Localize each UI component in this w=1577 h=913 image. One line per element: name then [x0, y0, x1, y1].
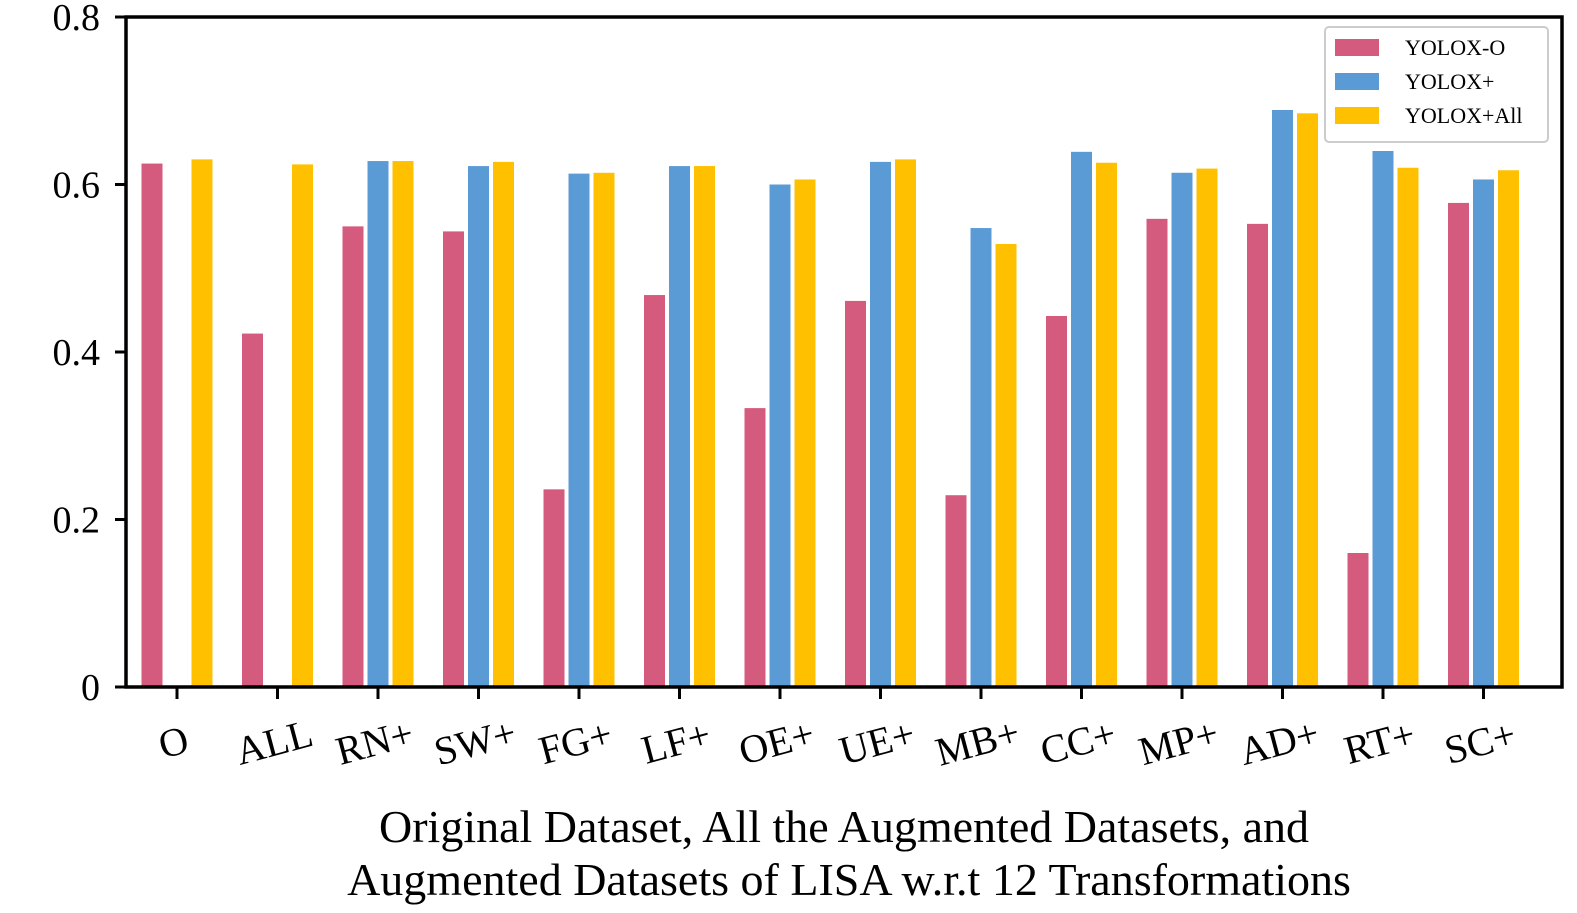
legend-label: YOLOX-O — [1405, 35, 1505, 60]
bar-yolox-all-sw — [493, 161, 514, 687]
y-tick-label: 0.2 — [53, 500, 101, 542]
x-tick-label: O — [154, 716, 194, 767]
x-tick-label: RT+ — [1339, 711, 1419, 773]
legend-swatch — [1335, 107, 1379, 124]
x-tick-label: MB+ — [931, 709, 1025, 774]
x-tick-label: LF+ — [637, 711, 716, 772]
x-tick-label: CC+ — [1036, 710, 1121, 773]
x-tick-label: ALL — [231, 710, 318, 774]
bar-yolox-all-lf — [694, 166, 715, 687]
bar-yolox-o-ue — [845, 300, 866, 687]
bar-yolox-o-oe — [744, 408, 766, 687]
bar-yolox-o-mp — [1146, 218, 1168, 687]
bar-yolox-o-lf — [644, 295, 665, 687]
x-tick-label: UE+ — [835, 710, 920, 773]
bar-yolox-all-ue — [895, 159, 916, 687]
bar-yolox-all-fg — [593, 172, 615, 687]
y-tick-label: 0.8 — [53, 0, 101, 39]
y-tick-label: 0.4 — [53, 332, 101, 374]
bar-yolox--mp — [1171, 172, 1193, 687]
legend-swatch — [1335, 73, 1379, 90]
bars-group — [141, 109, 1519, 688]
x-axis: O ALL RN+ SW+ FG+ LF+ OE+ UE+ MB+ CC+ MP+ AD+ RT+ SC+ — [154, 687, 1521, 775]
bar-yolox-o-cc — [1046, 315, 1067, 687]
bar-yolox-o-sc — [1448, 202, 1469, 688]
y-tick-label: 0.6 — [53, 165, 101, 207]
bar-yolox--cc — [1071, 151, 1092, 687]
bar-yolox-all-sc — [1498, 170, 1519, 687]
bar-yolox-all-rt — [1397, 167, 1419, 687]
bar-yolox-o-rn — [342, 226, 364, 687]
x-axis-title-line-1: Original Dataset, All the Augmented Data… — [379, 801, 1309, 852]
bar-yolox--sc — [1473, 179, 1494, 687]
y-axis: 0 0.2 0.4 0.6 0.8 — [53, 0, 126, 709]
bar-yolox-o-rt — [1347, 553, 1369, 687]
bar-yolox-all-mp — [1196, 168, 1218, 687]
bar-yolox--sw — [468, 166, 489, 687]
bar-yolox--oe — [769, 184, 791, 687]
bar-yolox--fg — [568, 173, 590, 688]
x-tick-label: SW+ — [429, 710, 520, 775]
bar-yolox-all-o — [191, 159, 213, 687]
legend-label: YOLOX+All — [1405, 103, 1523, 128]
x-tick-label: AD+ — [1234, 710, 1323, 774]
bar-yolox-o-all — [242, 333, 263, 687]
bar-yolox--mb — [970, 228, 992, 688]
bar-yolox-all-ad — [1297, 113, 1318, 687]
bar-yolox-all-all — [292, 164, 313, 687]
bar-yolox--ue — [870, 161, 891, 687]
x-tick-label: RN+ — [331, 710, 418, 774]
bar-yolox-o-mb — [945, 495, 967, 687]
bar-yolox-o-fg — [543, 489, 565, 687]
bar-yolox--rn — [367, 161, 389, 688]
bar-yolox--lf — [669, 166, 690, 687]
legend-label: YOLOX+ — [1405, 69, 1494, 94]
bar-yolox--ad — [1272, 109, 1293, 687]
y-tick-label: 0 — [81, 667, 100, 709]
x-tick-label: SC+ — [1440, 711, 1521, 773]
bar-yolox--rt — [1372, 151, 1394, 687]
legend-swatch — [1335, 39, 1379, 56]
bar-yolox-all-oe — [794, 179, 816, 687]
bar-yolox-o-ad — [1247, 223, 1268, 688]
x-tick-label: FG+ — [534, 711, 617, 774]
legend-box — [1324, 26, 1549, 143]
bar-yolox-o-sw — [443, 231, 464, 687]
bar-yolox-all-mb — [995, 243, 1017, 687]
x-tick-label: MP+ — [1134, 710, 1223, 774]
legend: YOLOX-O YOLOX+ YOLOX+All — [1324, 26, 1549, 143]
bar-yolox-all-rn — [392, 161, 414, 688]
bar-yolox-o-o — [141, 163, 163, 687]
x-axis-title-line-2: Augmented Datasets of LISA w.r.t 12 Tran… — [347, 854, 1351, 905]
bar-yolox-all-cc — [1096, 162, 1117, 688]
x-tick-label: OE+ — [734, 710, 819, 773]
